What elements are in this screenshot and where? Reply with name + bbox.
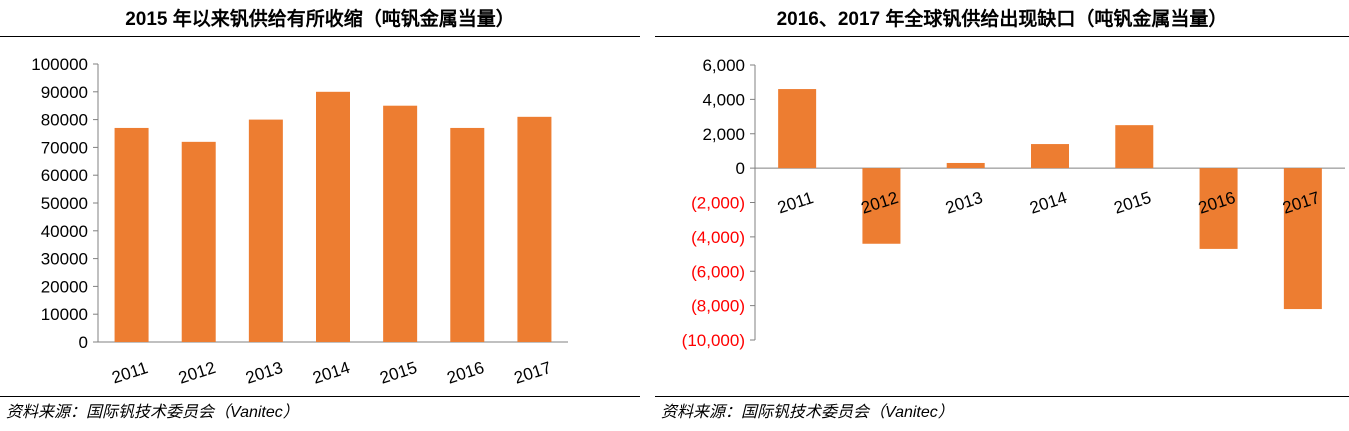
y-tick-label: 90000 (41, 83, 88, 102)
y-tick-label: 100000 (31, 55, 88, 74)
y-tick-label: (10,000) (682, 331, 745, 350)
y-tick-label: (8,000) (691, 297, 745, 316)
x-category-label: 2011 (775, 188, 816, 217)
bar-2015 (383, 105, 418, 342)
y-tick-label: 40000 (41, 222, 88, 241)
y-tick-label: 50000 (41, 194, 88, 213)
y-tick-label: 20000 (41, 277, 88, 296)
x-category-label: 2015 (1112, 188, 1154, 218)
y-tick-label: 4,000 (702, 90, 745, 109)
x-category-label: 2011 (110, 358, 151, 387)
x-category-label: 2014 (310, 358, 352, 388)
y-tick-label: (2,000) (691, 194, 745, 213)
bar-2013 (248, 119, 283, 342)
bar-2016 (1199, 168, 1238, 249)
x-category-label: 2016 (445, 358, 487, 388)
right-source-rule (655, 396, 1349, 397)
x-category-label: 2013 (943, 188, 985, 218)
bar-2012 (862, 168, 901, 244)
y-tick-label: (6,000) (691, 262, 745, 281)
y-tick-label: 0 (79, 333, 88, 352)
bar-2014 (316, 91, 350, 342)
bar-2015 (1115, 125, 1154, 169)
bar-2017 (1283, 168, 1322, 310)
y-tick-label: (4,000) (691, 228, 745, 247)
right-bar-chart: 6,000 4,000 2,000 0 (2,000) (4,000) (6,000) (8,… (682, 56, 1345, 350)
bar-2012 (181, 141, 216, 342)
x-category-label: 2015 (378, 358, 420, 388)
bar-2013 (946, 162, 985, 169)
right-title-rule (655, 36, 1349, 37)
y-tick-label: 30000 (41, 250, 88, 269)
bar-2011 (114, 127, 149, 342)
left-title-rule (0, 36, 640, 37)
y-tick-label: 70000 (41, 138, 88, 157)
right-chart-panel: 2016、2017 年全球钒供给出现缺口（吨钒金属当量） 6,000 4,000 2… (655, 0, 1349, 431)
x-category-label: 2017 (512, 358, 554, 388)
bar-2014 (1031, 144, 1069, 169)
y-tick-label: 60000 (41, 166, 88, 185)
y-tick-label: 6,000 (702, 56, 745, 75)
left-chart-panel: 2015 年以来钒供给有所收缩（吨钒金属当量） 0 10000 20000 30000… (0, 0, 640, 431)
right-source-note: 资料来源：国际钒技术委员会（Vanitec） (661, 404, 954, 421)
left-bar-chart: 0 10000 20000 30000 40000 50000 60000 70000 8000… (31, 55, 568, 388)
y-tick-label: 2,000 (702, 125, 745, 144)
x-category-label: 2014 (1027, 188, 1069, 218)
bar-2017 (517, 116, 552, 342)
left-source-note: 资料来源：国际钒技术委员会（Vanitec） (6, 404, 299, 421)
bar-2016 (450, 127, 485, 342)
x-category-label: 2013 (243, 358, 285, 388)
y-tick-label: 80000 (41, 111, 88, 130)
right-chart-title: 2016、2017 年全球钒供给出现缺口（吨钒金属当量） (776, 9, 1228, 30)
y-tick-label: 10000 (41, 305, 88, 324)
bar-2011 (778, 89, 817, 169)
left-chart-title: 2015 年以来钒供给有所收缩（吨钒金属当量） (125, 9, 515, 30)
x-category-label: 2012 (176, 358, 218, 388)
y-tick-label: 0 (736, 159, 745, 178)
left-source-rule (0, 396, 640, 397)
